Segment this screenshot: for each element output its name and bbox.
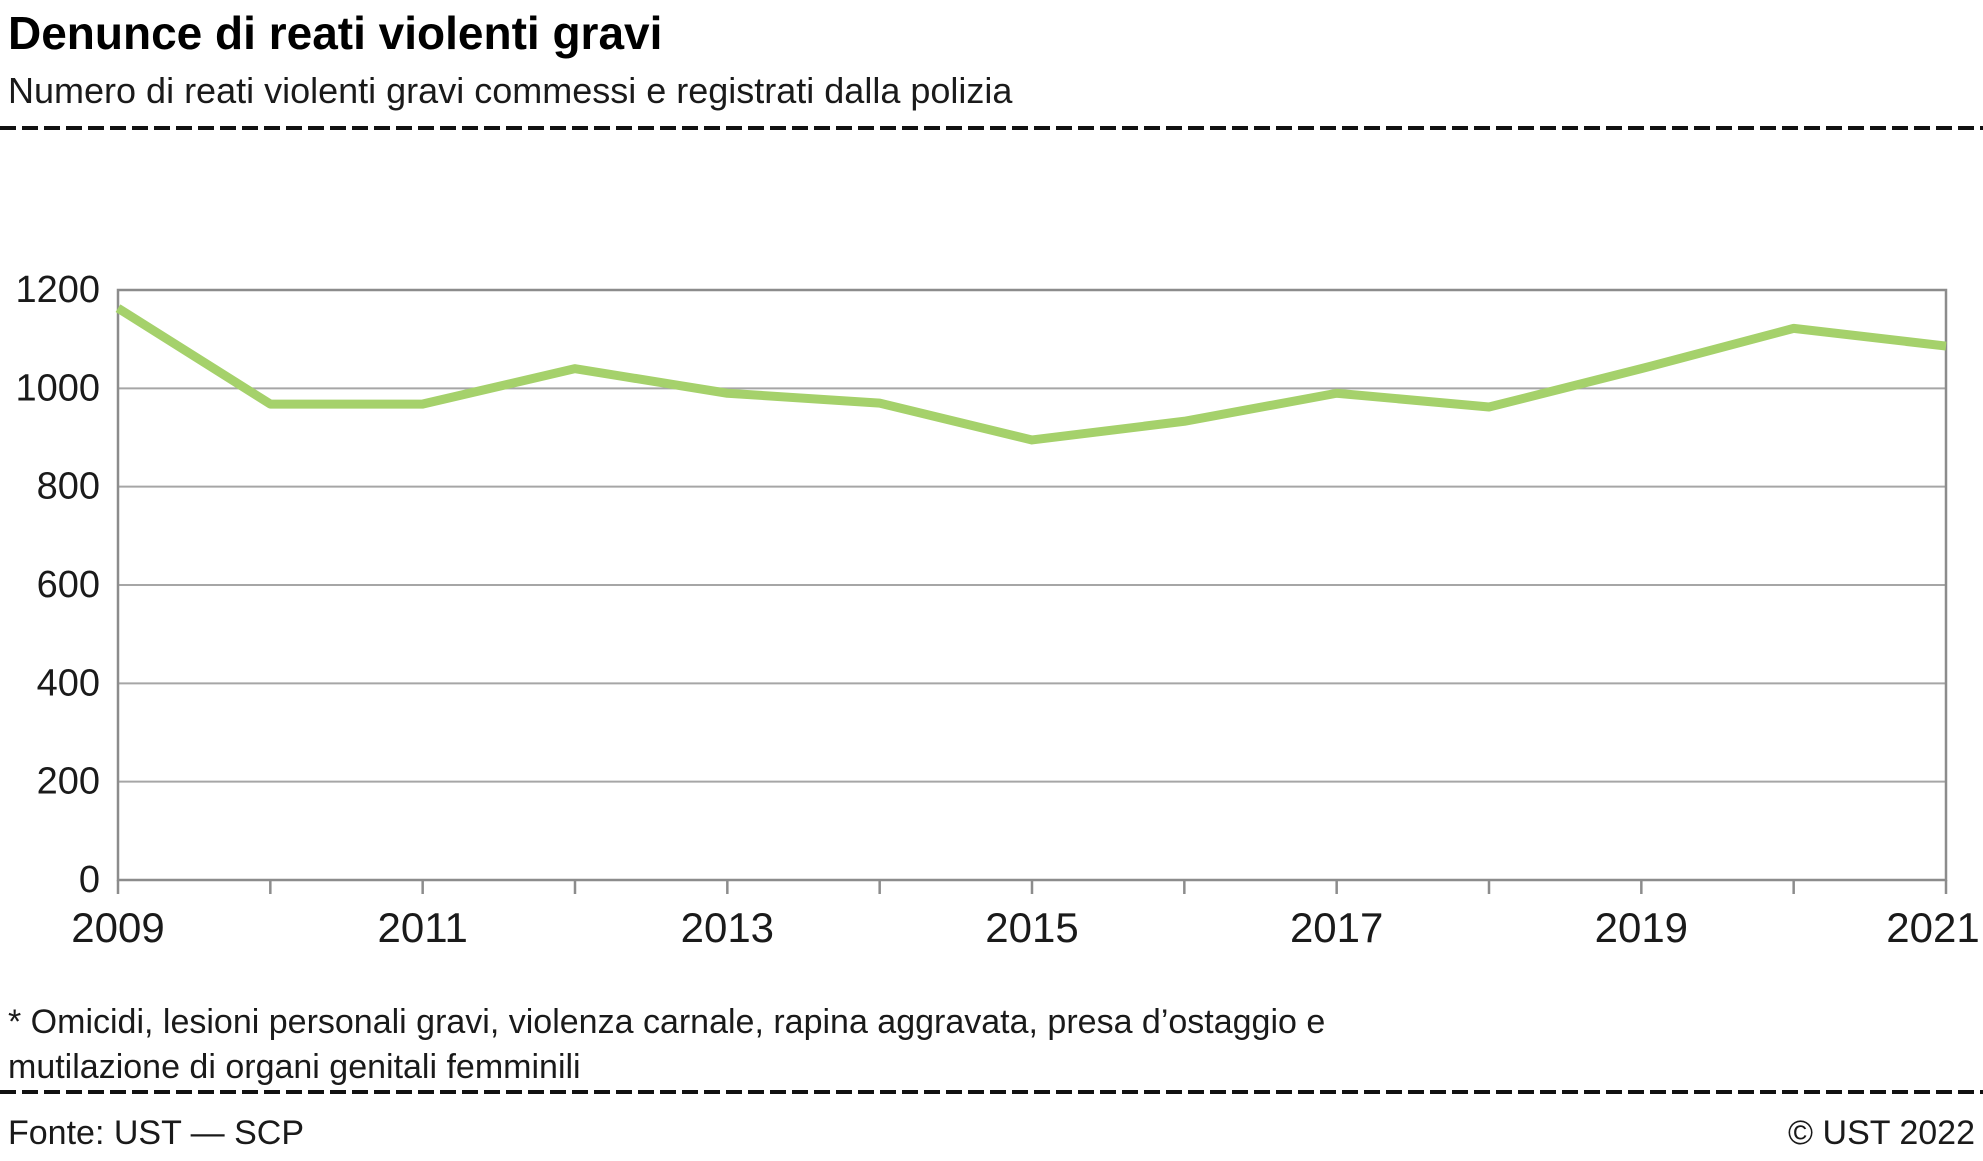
source-label: Fonte: UST — SCP bbox=[8, 1114, 305, 1152]
x-axis-label: 2015 bbox=[985, 904, 1078, 950]
x-axis-label: 2009 bbox=[71, 904, 164, 950]
x-axis-label: 2011 bbox=[378, 904, 468, 950]
page-title: Denunce di reati violenti gravi bbox=[8, 7, 663, 59]
y-axis-label: 1200 bbox=[15, 269, 100, 311]
line-chart-svg: 0 200 400 600 800 1000 1200 2009 2011 2013 2015 201… bbox=[15, 269, 1979, 950]
chart-header: Denunce di reati violenti gravi Numero d… bbox=[8, 6, 1975, 112]
data-line bbox=[115, 304, 1947, 445]
bottom-divider bbox=[0, 1090, 1983, 1094]
y-axis-label: 1000 bbox=[15, 367, 100, 409]
x-axis-label: 2013 bbox=[681, 904, 774, 950]
x-axis-label: 2019 bbox=[1595, 904, 1688, 950]
x-axis-label: 2021 bbox=[1886, 904, 1979, 950]
chart-footer: Fonte: UST — SCP © UST 2022 bbox=[0, 1114, 1983, 1153]
x-axis-label: 2017 bbox=[1290, 904, 1383, 950]
y-axis-label: 200 bbox=[37, 761, 100, 803]
y-axis-label: 600 bbox=[37, 564, 100, 606]
y-axis-label: 400 bbox=[37, 662, 100, 704]
y-axis-label: 800 bbox=[37, 466, 100, 508]
y-axis-label: 0 bbox=[79, 859, 100, 901]
top-divider bbox=[0, 126, 1983, 130]
copyright-label: © UST 2022 bbox=[1788, 1114, 1975, 1152]
chart-footnote: * Omicidi, lesioni personali gravi, viol… bbox=[8, 1003, 1326, 1086]
chart-subtitle: Numero di reati violenti gravi commessi … bbox=[8, 70, 1013, 111]
